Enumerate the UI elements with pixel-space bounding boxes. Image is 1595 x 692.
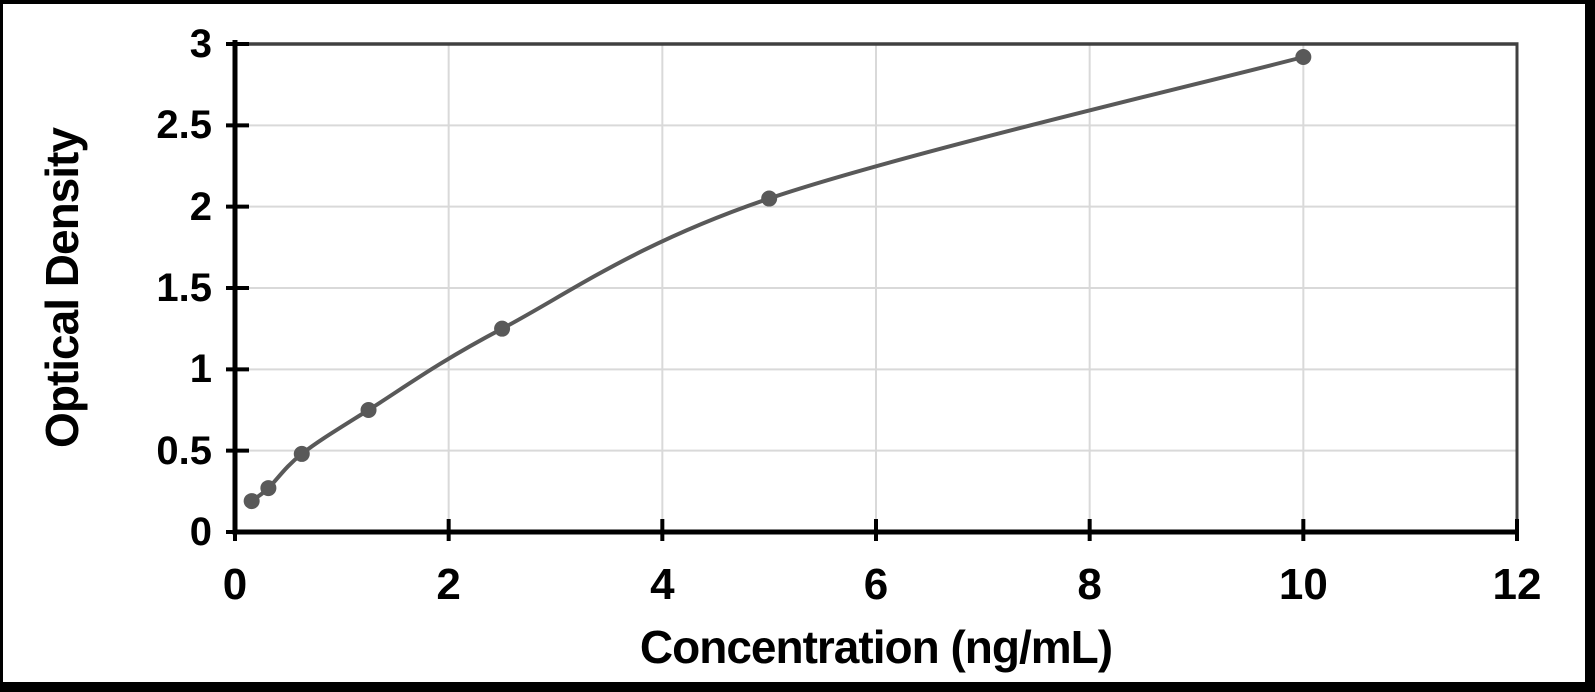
data-point-marker (1295, 49, 1312, 66)
y-tick-label: 2 (189, 184, 212, 229)
x-tick-label: 2 (436, 560, 461, 609)
x-tick-label: 0 (222, 560, 248, 609)
y-tick-label: 1 (189, 347, 212, 392)
x-tick-label: 6 (863, 560, 889, 609)
data-point-marker (260, 480, 277, 497)
data-point-marker (360, 402, 377, 418)
x-tick-label: 8 (1077, 560, 1102, 609)
y-tick-label: 1.5 (156, 266, 212, 310)
x-tick-label: 4 (650, 560, 675, 609)
y-tick-label: 2.5 (156, 103, 212, 148)
standard-curve-line (249, 55, 1306, 504)
data-point-marker (761, 190, 778, 207)
y-tick-label: 3 (189, 22, 212, 66)
x-axis-title: Concentration (ng/mL) (639, 621, 1113, 673)
data-point-marker (293, 445, 310, 462)
x-tick-label: 12 (1492, 560, 1542, 609)
y-tick-label: 0.5 (156, 428, 212, 473)
x-tick-label: 10 (1278, 560, 1328, 609)
data-point-marker (243, 493, 260, 510)
data-point-marker (494, 320, 511, 337)
y-tick-label: 0 (189, 510, 212, 554)
